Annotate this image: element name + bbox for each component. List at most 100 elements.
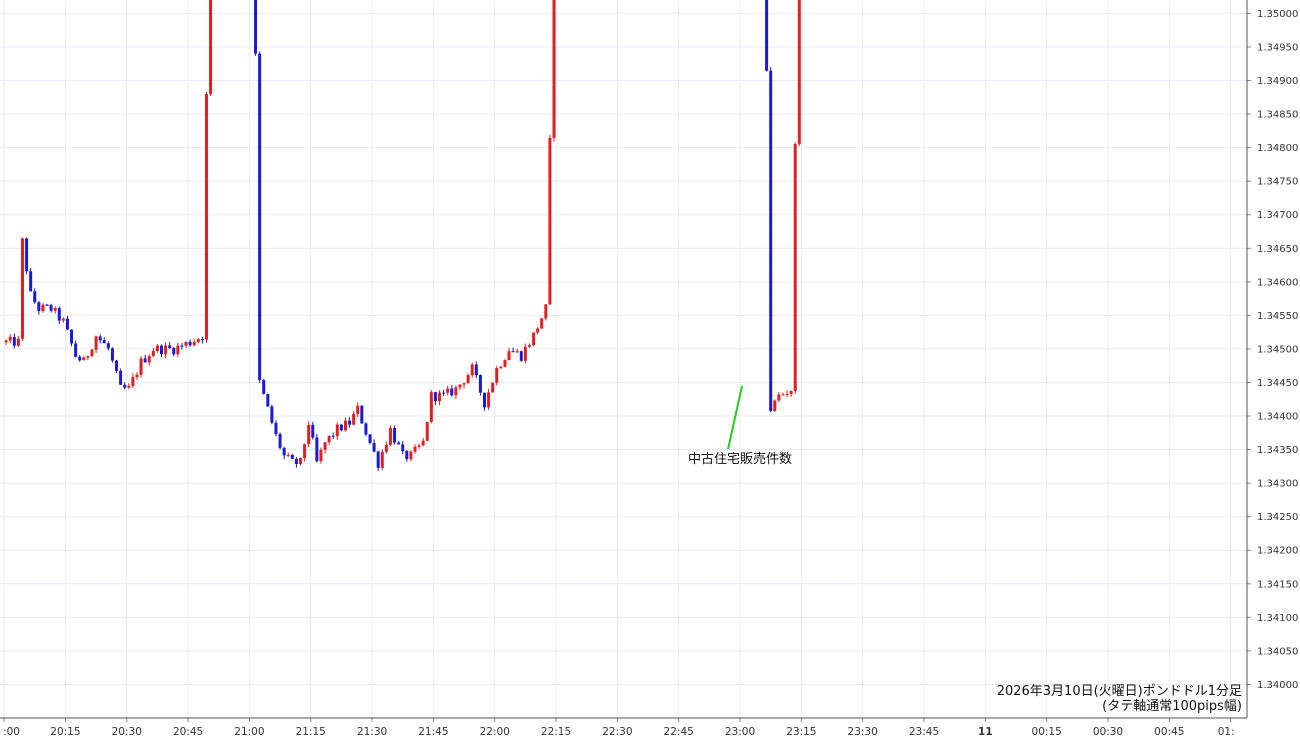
candle <box>364 422 368 437</box>
candle-body <box>458 384 462 388</box>
candle <box>106 341 110 351</box>
candle <box>274 420 278 437</box>
candle-body <box>106 343 110 349</box>
candle <box>544 304 548 321</box>
candle <box>135 372 139 380</box>
candle-body <box>421 440 425 446</box>
candlesticks <box>4 0 801 472</box>
candle-body <box>274 422 278 435</box>
candle-body <box>299 457 303 465</box>
x-tick-label: 21:15 <box>296 726 326 738</box>
candle-body <box>466 375 470 384</box>
candle <box>37 300 41 315</box>
y-tick-label: 1.34400 <box>1257 412 1298 423</box>
candle-body <box>29 271 33 292</box>
y-tick-label: 1.34300 <box>1257 479 1298 490</box>
candle <box>303 443 307 462</box>
candle-body <box>172 347 176 355</box>
candle-body <box>532 332 536 346</box>
candle-body <box>356 405 360 414</box>
candle-body <box>147 356 151 363</box>
candle <box>446 385 450 396</box>
candle-body <box>70 329 74 344</box>
candle-body <box>536 328 540 333</box>
candle-body <box>417 445 421 447</box>
candle <box>343 417 347 432</box>
candle <box>184 341 188 349</box>
candle <box>131 373 135 388</box>
candle <box>98 334 102 344</box>
y-tick-label: 1.34850 <box>1257 110 1298 121</box>
candle-body <box>123 384 127 388</box>
candle-body <box>348 420 352 425</box>
candle-body <box>262 380 266 394</box>
candle <box>294 457 298 468</box>
candle-body <box>474 364 478 376</box>
candle-body <box>339 424 343 431</box>
candle-body <box>523 346 527 361</box>
candle-body <box>86 356 90 358</box>
y-tick-label: 1.35000 <box>1257 9 1298 20</box>
candle <box>8 334 12 344</box>
candle <box>12 333 16 349</box>
x-tick-label: :00 <box>3 726 20 738</box>
x-tick-label: 23:45 <box>909 726 939 738</box>
candle <box>482 392 486 411</box>
candle <box>527 343 531 348</box>
candle <box>254 0 258 56</box>
candle <box>523 343 527 364</box>
candle <box>29 267 33 292</box>
candle-body <box>115 360 119 371</box>
candle-body <box>376 451 380 468</box>
candle <box>110 347 114 363</box>
candle <box>519 350 523 362</box>
candle <box>466 373 470 384</box>
candle <box>74 340 78 358</box>
candle <box>503 359 507 368</box>
candle-body <box>270 406 274 423</box>
candle <box>380 449 384 471</box>
candle-body <box>4 340 8 343</box>
annotation-leader-line <box>727 385 744 450</box>
candle-body <box>433 392 437 402</box>
candle <box>82 355 86 361</box>
candle-body <box>478 375 482 393</box>
x-tick-label: 00:30 <box>1093 726 1123 738</box>
candle-body <box>438 392 442 402</box>
x-tick-label: 21:00 <box>234 726 264 738</box>
candle <box>209 0 213 96</box>
candle <box>25 237 29 275</box>
candle-body <box>16 338 20 346</box>
candle-body <box>773 400 777 411</box>
candle-body <box>139 358 143 375</box>
candle <box>777 392 781 403</box>
candle <box>356 402 360 418</box>
candle-body <box>442 392 446 394</box>
candle-body <box>45 304 49 306</box>
candle-body <box>384 444 388 452</box>
candle <box>86 355 90 361</box>
candle <box>282 446 286 460</box>
candle-body <box>290 455 294 459</box>
candle-body <box>78 356 82 361</box>
x-tick-label: 23:15 <box>786 726 816 738</box>
candle <box>421 437 425 447</box>
candle-body <box>57 308 61 321</box>
candle-body <box>482 392 486 408</box>
x-tick-label: 22:00 <box>480 726 510 738</box>
candle-body <box>499 366 503 369</box>
candle-body <box>343 420 347 431</box>
candle <box>429 390 433 424</box>
candle <box>65 315 69 331</box>
candle <box>793 142 797 394</box>
y-tick-label: 1.34150 <box>1257 579 1298 590</box>
candle <box>123 382 127 390</box>
candle-body <box>507 351 511 361</box>
candle <box>491 382 495 393</box>
candle <box>49 303 53 313</box>
candle <box>16 335 20 348</box>
candle <box>462 382 466 389</box>
candle-body <box>204 94 208 340</box>
candle-body <box>769 70 773 411</box>
